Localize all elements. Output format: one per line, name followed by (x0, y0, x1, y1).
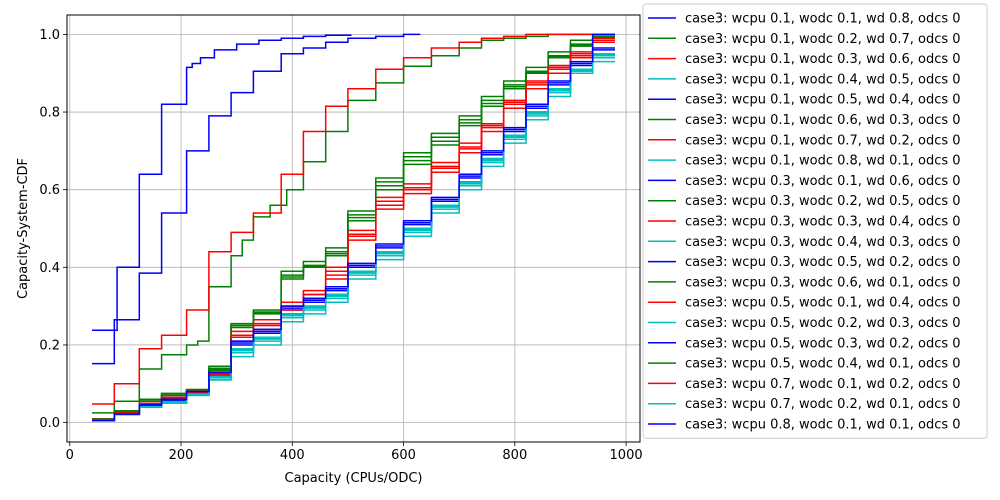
series-line-14 (92, 37, 615, 421)
y-tick-label: 1.0 (39, 28, 60, 43)
y-tick-label: 0.8 (39, 106, 60, 121)
legend-label: case3: wcpu 0.5, wodc 0.1, wd 0.4, odcs … (685, 296, 961, 311)
series-line-3 (92, 33, 615, 405)
legend-label: case3: wcpu 0.3, wodc 0.1, wd 0.6, odcs … (685, 174, 961, 189)
series-line-12 (92, 55, 615, 422)
series-line-7 (92, 37, 615, 420)
x-axis-title: Capacity (CPUs/ODC) (285, 471, 423, 486)
series-line-5 (92, 33, 421, 365)
series-line-21 (92, 33, 615, 422)
legend-frame (642, 3, 988, 439)
legend-label: case3: wcpu 0.1, wodc 0.7, wd 0.2, odcs … (685, 133, 961, 148)
legend-label: case3: wcpu 0.1, wodc 0.3, wd 0.6, odcs … (685, 52, 961, 67)
series-line-20 (92, 53, 615, 422)
x-tick-label: 0 (66, 448, 74, 463)
x-tick-label: 800 (502, 448, 527, 463)
x-tick-label: 400 (280, 448, 305, 463)
series-line-10 (92, 35, 615, 420)
legend-label: case3: wcpu 0.7, wodc 0.2, wd 0.1, odcs … (685, 397, 961, 412)
x-tick-label: 1000 (610, 448, 643, 463)
y-tick-label: 0.2 (39, 338, 60, 353)
legend-label: case3: wcpu 0.1, wodc 0.6, wd 0.3, odcs … (685, 113, 961, 128)
series-line-2 (92, 33, 615, 414)
legend-label: case3: wcpu 0.3, wodc 0.6, wd 0.1, odcs … (685, 275, 961, 290)
y-tick-label: 0.0 (39, 416, 60, 431)
legend-label: case3: wcpu 0.3, wodc 0.5, wd 0.2, odcs … (685, 255, 961, 270)
legend-label: case3: wcpu 0.3, wodc 0.4, wd 0.3, odcs … (685, 235, 961, 250)
legend-label: case3: wcpu 0.3, wodc 0.3, wd 0.4, odcs … (685, 215, 961, 230)
legend-label: case3: wcpu 0.8, wodc 0.1, wd 0.1, odcs … (685, 418, 961, 433)
legend-label: case3: wcpu 0.1, wodc 0.5, wd 0.4, odcs … (685, 93, 961, 108)
y-tick-label: 0.4 (39, 261, 60, 276)
legend-label: case3: wcpu 0.3, wodc 0.2, wd 0.5, odcs … (685, 194, 961, 209)
x-tick-label: 200 (169, 448, 194, 463)
series-lines (92, 33, 615, 422)
legend-label: case3: wcpu 0.1, wodc 0.1, wd 0.8, odcs … (685, 12, 961, 27)
legend-label: case3: wcpu 0.7, wodc 0.1, wd 0.2, odcs … (685, 377, 961, 392)
series-line-18 (92, 36, 615, 421)
legend-label: case3: wcpu 0.1, wodc 0.2, wd 0.7, odcs … (685, 32, 961, 47)
legend: case3: wcpu 0.1, wodc 0.1, wd 0.8, odcs … (642, 3, 988, 439)
legend-label: case3: wcpu 0.5, wodc 0.2, wd 0.3, odcs … (685, 316, 961, 331)
axis-ticks: 0 200 400 600 800 1000 0.0 0.2 0.4 0.6 0.8 1.0 (39, 28, 642, 463)
legend-label: case3: wcpu 0.5, wodc 0.3, wd 0.2, odcs … (685, 336, 961, 351)
y-axis-title: Capacity-System-CDF (16, 158, 31, 299)
grid (67, 15, 640, 442)
legend-label: case3: wcpu 0.1, wodc 0.4, wd 0.5, odcs … (685, 72, 961, 87)
plot-frame (66, 14, 641, 443)
series-line-19 (92, 37, 615, 421)
x-tick-label: 600 (391, 448, 416, 463)
y-tick-label: 0.6 (39, 183, 60, 198)
series-line-6 (92, 33, 615, 420)
legend-label: case3: wcpu 0.1, wodc 0.8, wd 0.1, odcs … (685, 154, 961, 169)
series-line-1 (92, 34, 352, 331)
legend-label: case3: wcpu 0.5, wodc 0.4, wd 0.1, odcs … (685, 357, 961, 372)
